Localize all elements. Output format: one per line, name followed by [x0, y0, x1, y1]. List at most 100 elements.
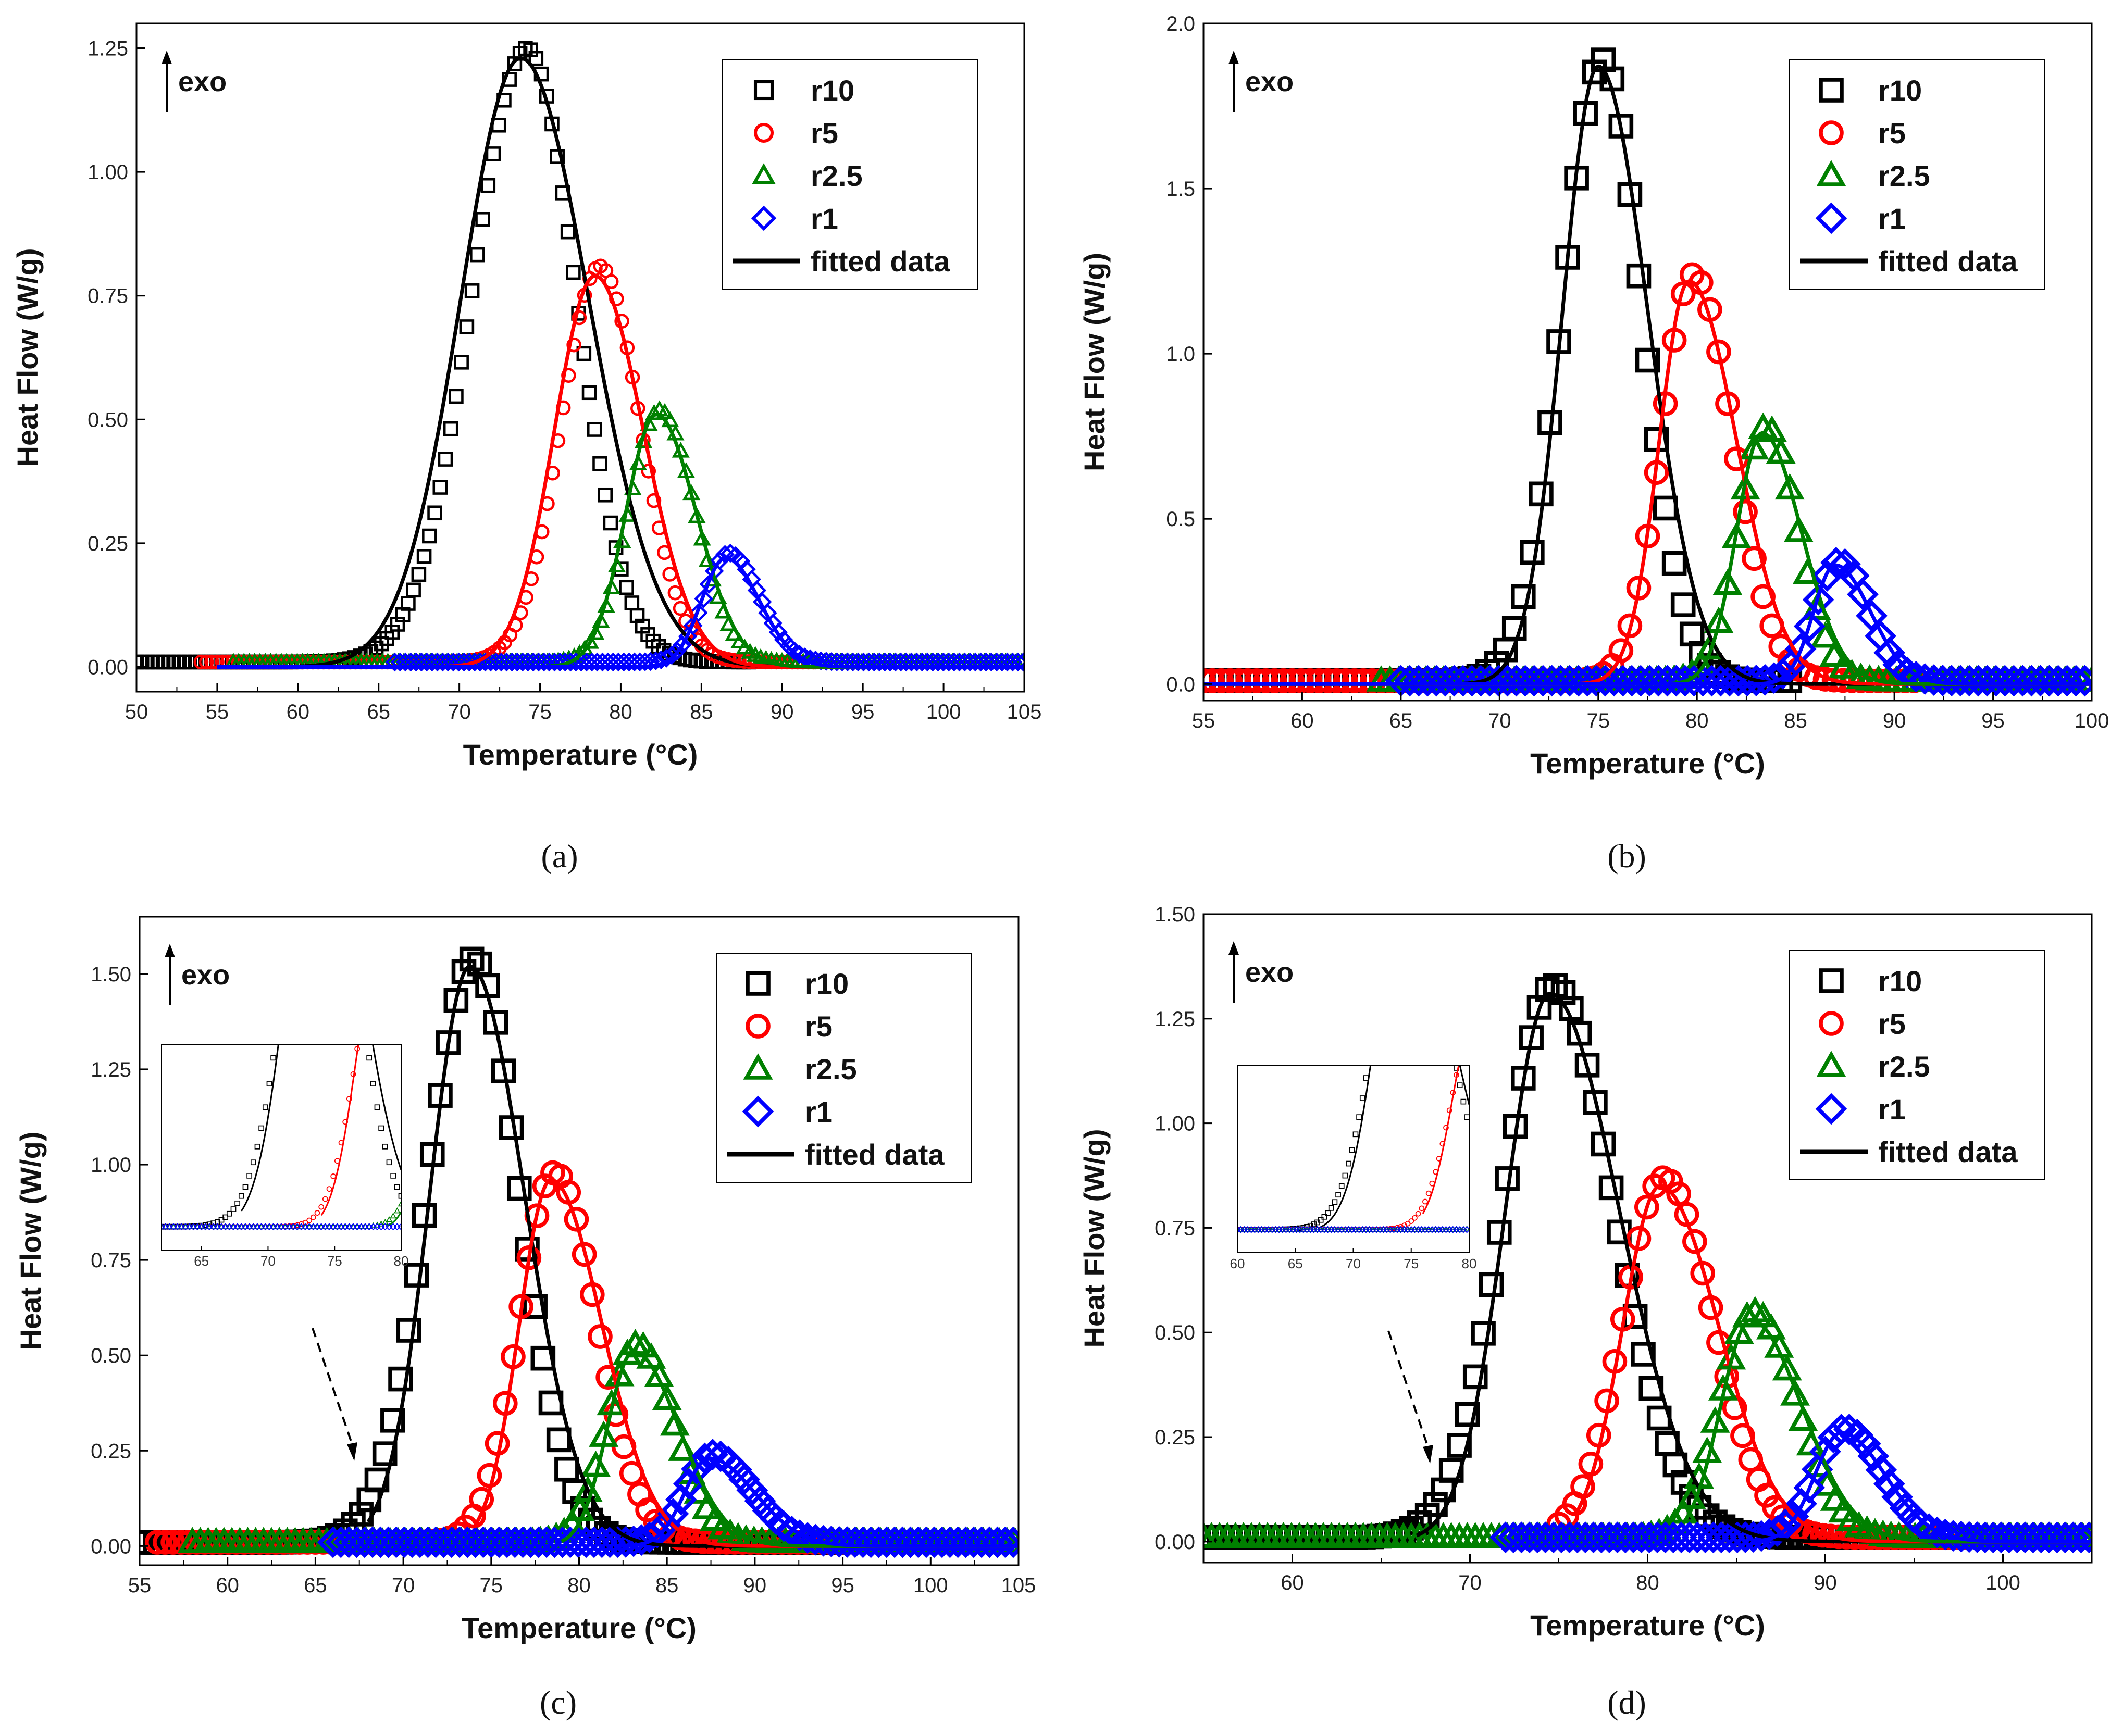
- marker-r1: [1825, 1414, 1857, 1445]
- inset-marker-r10: [283, 967, 288, 972]
- marker-r2.5: [1772, 1354, 1802, 1381]
- inset-marker-r10: [1440, 992, 1445, 997]
- x-tick-label: 85: [1784, 709, 1807, 732]
- inset-marker-r10: [327, 795, 332, 800]
- y-tick-label: 0.75: [91, 1249, 131, 1272]
- marker-r1: [784, 1519, 816, 1552]
- marker-r5: [1670, 281, 1696, 306]
- inset-marker-r10: [307, 809, 312, 814]
- inset-marker-r10: [1321, 1214, 1327, 1220]
- inset-pointer-arrow: [312, 1328, 355, 1451]
- inset-pointer-arrow: [1387, 1330, 1431, 1454]
- series-r2.5: [224, 400, 1024, 669]
- legend-marker-r1: [742, 1095, 774, 1128]
- legend-marker-r10: [746, 971, 771, 996]
- y-tick-label: 1.5: [1166, 178, 1195, 201]
- inset-marker-r10: [1426, 926, 1431, 931]
- marker-r10: [1626, 263, 1652, 289]
- inset-marker-r10: [222, 1214, 229, 1220]
- marker-r2.5: [652, 1383, 682, 1410]
- marker-r10: [1598, 1175, 1624, 1201]
- legend-marker-r5: [746, 1014, 771, 1039]
- marker-r5: [198, 654, 214, 670]
- inset-marker-r10: [343, 878, 347, 882]
- panel-c: 55 60 65 70 75 80 85 90 95 100 105 0.00 0.25 0.50 0.75…: [14, 795, 1036, 1721]
- inset-marker-r5: [314, 1210, 320, 1216]
- x-tick-label: 85: [690, 701, 713, 723]
- panel-caption: (d): [1607, 1684, 1646, 1721]
- x-tick-label: 75: [528, 701, 552, 723]
- inset-marker-r10: [206, 1221, 213, 1228]
- inset-marker-r10: [226, 1210, 232, 1217]
- legend-label: r2.5: [805, 1053, 857, 1085]
- y-tick-label: 1.50: [1154, 903, 1195, 926]
- inset-tick-label: 65: [194, 1253, 209, 1269]
- x-tick-label: 105: [1007, 701, 1042, 723]
- inset-marker-r10: [262, 1104, 268, 1110]
- fit-line-r1: [614, 1456, 1019, 1548]
- marker-r1: [2065, 1521, 2092, 1554]
- legend-label: fitted data: [811, 245, 950, 278]
- inset-marker-r10: [1464, 1114, 1469, 1120]
- marker-r1: [1820, 547, 1852, 579]
- inset-marker-r10: [1377, 987, 1382, 992]
- marker-r10: [1574, 1053, 1600, 1078]
- marker-r2.5: [592, 612, 610, 628]
- fit-line-r1: [217, 556, 1024, 669]
- inset-marker-r5: [310, 1214, 316, 1220]
- inset-marker-r10: [1338, 1183, 1345, 1189]
- marker-r2.5: [1724, 1317, 1754, 1344]
- x-tick-label: 80: [1685, 709, 1709, 732]
- inset-marker-r10: [1406, 881, 1410, 885]
- inset-marker-r10: [1430, 941, 1434, 945]
- marker-r1: [694, 589, 713, 608]
- marker-r10: [581, 385, 597, 401]
- inset-fit-r5: [1422, 1065, 1460, 1214]
- inset-marker-r10: [1325, 1210, 1331, 1216]
- inset-marker-r10: [250, 1159, 256, 1166]
- inset-marker-r5: [1422, 1198, 1428, 1205]
- marker-r1: [1847, 578, 1879, 610]
- legend-marker-r10: [1819, 78, 1844, 103]
- marker-r10: [451, 959, 477, 984]
- marker-r10: [587, 422, 602, 437]
- marker-r2.5: [688, 507, 706, 523]
- inset-marker-r10: [390, 1173, 396, 1179]
- inset-fit-r10: [241, 1044, 401, 1212]
- marker-r2.5: [1812, 1469, 1842, 1496]
- x-tick-label: 60: [1290, 709, 1314, 732]
- marker-r2.5: [1203, 1522, 1219, 1548]
- x-tick-label: 100: [2075, 709, 2109, 732]
- x-tick-label: 80: [609, 701, 632, 723]
- marker-r5: [1342, 668, 1367, 693]
- marker-r5: [641, 464, 656, 479]
- inset-marker-r10: [339, 851, 344, 856]
- marker-r1: [2069, 665, 2092, 697]
- legend-marker-r2.5: [1816, 160, 1846, 186]
- marker-r1: [1758, 662, 1790, 694]
- marker-r1: [1777, 1501, 1809, 1532]
- marker-r2.5: [1712, 569, 1743, 595]
- marker-r2.5: [1721, 522, 1752, 548]
- marker-r1: [697, 1439, 729, 1470]
- inset-tick-label: 65: [1288, 1256, 1303, 1271]
- y-tick-label: 0.5: [1166, 508, 1195, 531]
- panel-a: 50 55 60 65 70 75 80 85 90 95 100 105 0.00 0.25 0.50 0.…: [11, 22, 1042, 875]
- marker-r1: [989, 1526, 1019, 1558]
- marker-r10: [562, 1479, 587, 1504]
- inset-bg: [1237, 1065, 1469, 1253]
- x-axis-title: Temperature (°C): [463, 738, 698, 771]
- marker-r2.5: [691, 1493, 722, 1519]
- marker-r1: [1013, 652, 1024, 672]
- marker-r2.5: [645, 404, 663, 420]
- marker-r1: [1811, 560, 1843, 592]
- exo-arrow-head: [162, 51, 172, 64]
- inset-marker-r10: [254, 1143, 260, 1150]
- inset-marker-r10: [1398, 889, 1403, 893]
- marker-r5: [1315, 668, 1340, 693]
- marker-r5: [1742, 546, 1767, 571]
- inset-marker-r10: [378, 1125, 384, 1131]
- x-tick-label: 65: [367, 701, 390, 723]
- marker-r10: [443, 421, 458, 436]
- series-r10: [136, 41, 757, 670]
